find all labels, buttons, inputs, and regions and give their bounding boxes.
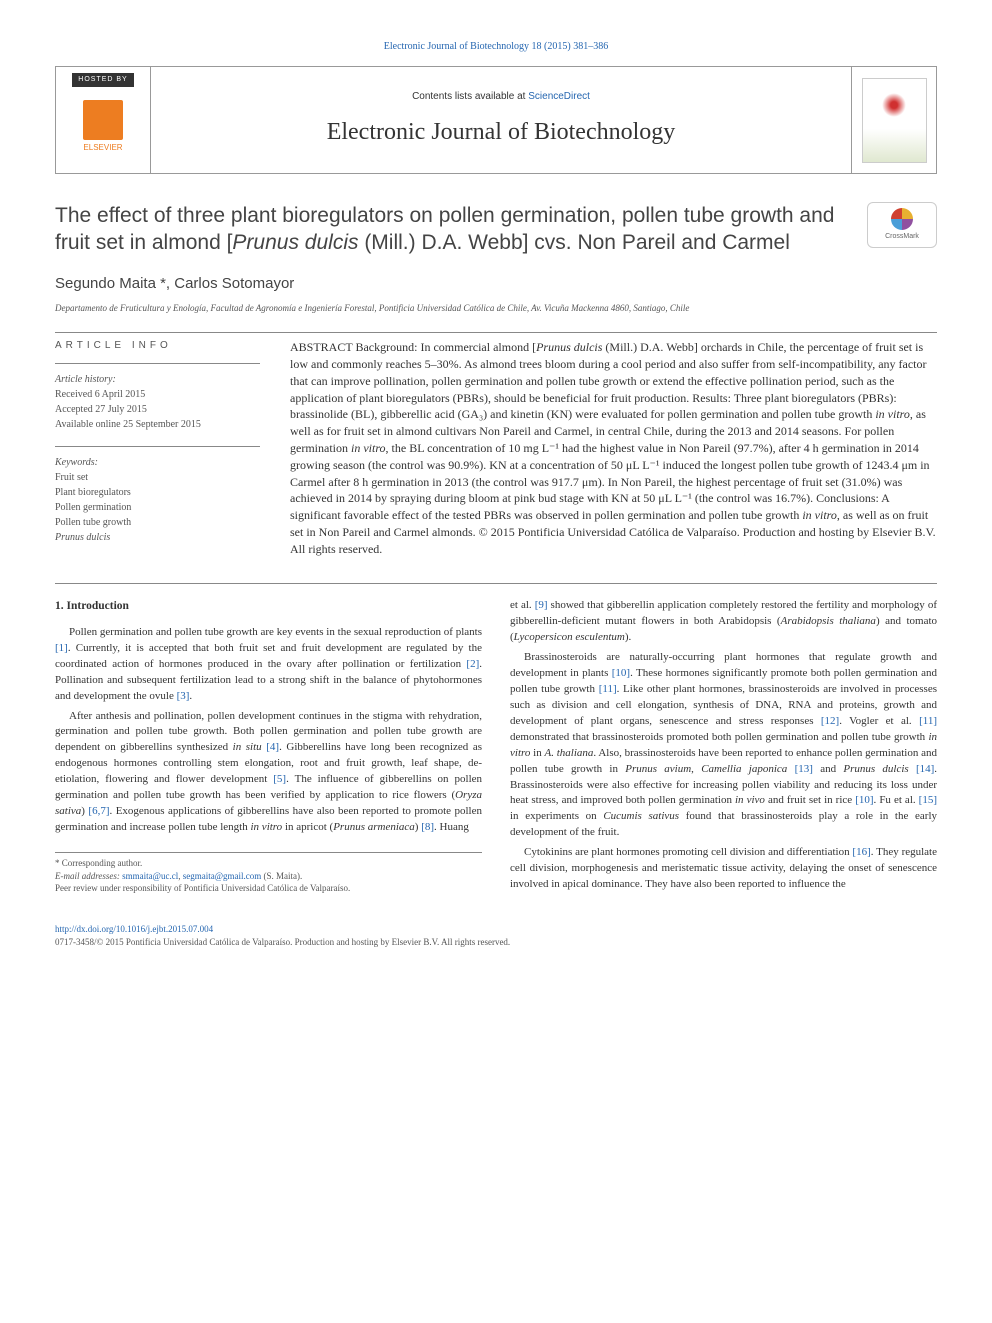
article-info-column: ARTICLE INFO Article history: Received 6… (55, 339, 260, 559)
journal-cover-thumbnail (862, 78, 927, 163)
elsevier-tree-icon (83, 100, 123, 140)
email-label: E-mail addresses: (55, 871, 122, 881)
email-link-1[interactable]: smmaita@uc.cl (122, 871, 178, 881)
email-link-2[interactable]: segmaita@gmail.com (183, 871, 262, 881)
article-title: The effect of three plant bioregulators … (55, 202, 847, 257)
history-label: Article history: (55, 372, 260, 387)
abstract-column: ABSTRACT Background: In commercial almon… (290, 339, 937, 559)
doi-link[interactable]: http://dx.doi.org/10.1016/j.ejbt.2015.07… (55, 924, 213, 934)
body-columns: 1. Introduction Pollen germination and p… (55, 583, 937, 897)
article-header: The effect of three plant bioregulators … (55, 202, 937, 257)
body-paragraph: Cytokinins are plant hormones promoting … (510, 845, 937, 893)
keywords-block: Keywords: Fruit set Plant bioregulators … (55, 446, 260, 545)
email-line: E-mail addresses: smmaita@uc.cl, segmait… (55, 870, 482, 883)
journal-ref: Electronic Journal of Biotechnology 18 (… (55, 40, 937, 54)
body-paragraph: et al. [9] showed that gibberellin appli… (510, 598, 937, 646)
online-date: Available online 25 September 2015 (55, 417, 260, 432)
elsevier-text: ELSEVIER (83, 142, 122, 153)
body-column-left: 1. Introduction Pollen germination and p… (55, 598, 482, 897)
crossmark-badge[interactable]: CrossMark (867, 202, 937, 248)
keyword: Pollen tube growth (55, 515, 260, 530)
keyword: Pollen germination (55, 500, 260, 515)
email-suffix: (S. Maita). (261, 871, 302, 881)
body-paragraph: After anthesis and pollination, pollen d… (55, 709, 482, 837)
affiliation: Departamento de Fruticultura y Enología,… (55, 302, 937, 315)
corresponding-author: * Corresponding author. (55, 857, 482, 870)
keyword: Plant bioregulators (55, 485, 260, 500)
body-paragraph: Pollen germination and pollen tube growt… (55, 625, 482, 705)
divider (55, 332, 937, 333)
authors: Segundo Maita *, Carlos Sotomayor (55, 273, 937, 294)
peer-review-note: Peer review under responsibility of Pont… (55, 882, 482, 895)
body-column-right: et al. [9] showed that gibberellin appli… (510, 598, 937, 897)
elsevier-logo: ELSEVIER (73, 97, 133, 157)
keywords-label: Keywords: (55, 455, 260, 470)
sciencedirect-link[interactable]: ScienceDirect (528, 91, 590, 102)
title-species: Prunus dulcis (232, 231, 358, 254)
article-info-heading: ARTICLE INFO (55, 339, 260, 353)
hosted-by-badge: HOSTED BY (72, 73, 133, 87)
journal-header-box: HOSTED BY ELSEVIER Contents lists availa… (55, 66, 937, 174)
introduction-heading: 1. Introduction (55, 598, 482, 615)
crossmark-icon (891, 208, 913, 230)
journal-name: Electronic Journal of Biotechnology (327, 116, 676, 150)
issn-copyright: 0717-3458/© 2015 Pontificia Universidad … (55, 936, 937, 949)
keyword: Prunus dulcis (55, 530, 260, 545)
journal-cover-panel (851, 67, 936, 173)
accepted-date: Accepted 27 July 2015 (55, 402, 260, 417)
crossmark-label: CrossMark (885, 232, 919, 242)
journal-title-panel: Contents lists available at ScienceDirec… (151, 67, 851, 173)
meta-abstract-row: ARTICLE INFO Article history: Received 6… (55, 339, 937, 559)
contents-line: Contents lists available at ScienceDirec… (412, 90, 590, 104)
article-history: Article history: Received 6 April 2015 A… (55, 363, 260, 432)
keyword: Fruit set (55, 470, 260, 485)
title-part2: (Mill.) D.A. Webb] cvs. Non Pareil and C… (358, 231, 789, 254)
body-paragraph: Brassinosteroids are naturally-occurring… (510, 650, 937, 841)
publisher-panel: HOSTED BY ELSEVIER (56, 67, 151, 173)
footnote-block: * Corresponding author. E-mail addresses… (55, 852, 482, 895)
received-date: Received 6 April 2015 (55, 387, 260, 402)
cover-graphic-icon (882, 93, 906, 117)
contents-prefix: Contents lists available at (412, 91, 528, 102)
page-footer: http://dx.doi.org/10.1016/j.ejbt.2015.07… (55, 923, 937, 948)
